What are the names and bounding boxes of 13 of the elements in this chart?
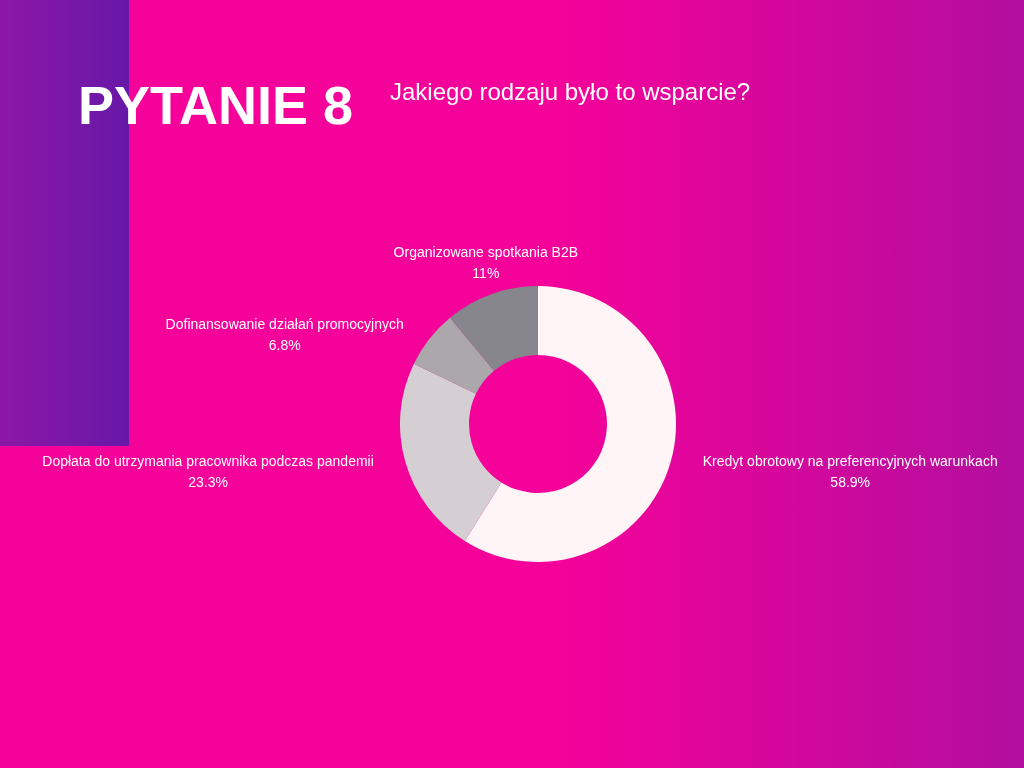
donut-slice bbox=[413, 317, 495, 394]
donut-slice bbox=[450, 286, 538, 371]
chart-subtitle: Jakiego rodzaju było to wsparcie? bbox=[390, 78, 751, 105]
data-label: 23.3% bbox=[188, 474, 228, 491]
slice-label: Dofinansowanie działań promocyjnych bbox=[165, 315, 404, 332]
data-label: 6.8% bbox=[268, 336, 301, 353]
donut-slice bbox=[464, 286, 676, 562]
data-label: 11% bbox=[472, 265, 500, 282]
data-label: 58.9% bbox=[830, 474, 871, 491]
slice-label: Dopłata do utrzymania pracownika podczas pandemii bbox=[42, 453, 374, 470]
slice-label: Organizowane spotkania B2B bbox=[393, 244, 579, 261]
slice-label: Kredyt obrotowy na preferencyjnych warunkach bbox=[702, 453, 998, 470]
donut-slice bbox=[400, 363, 502, 541]
